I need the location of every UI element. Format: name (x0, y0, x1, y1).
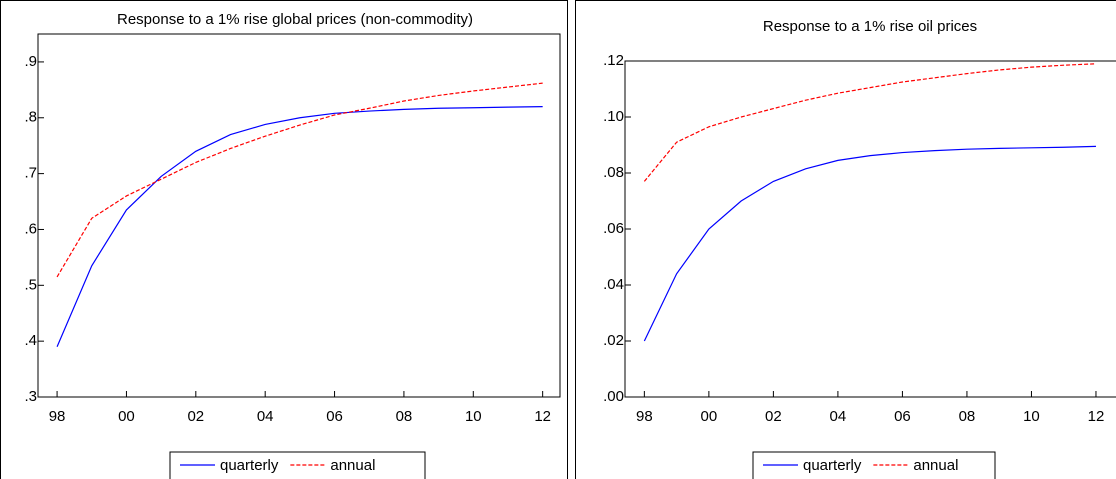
y-tick-label: .8 (24, 109, 37, 126)
y-tick-label: .5 (24, 276, 37, 293)
data-line (56, 106, 543, 347)
y-tick-label: .02 (603, 332, 624, 349)
x-tick-label: 00 (118, 408, 135, 425)
data-line (56, 82, 543, 278)
plot-area (37, 33, 561, 398)
y-tick-label: .06 (603, 220, 624, 237)
y-tick-label: .10 (603, 108, 624, 125)
legend-label: annual (913, 457, 958, 474)
y-tick-label: .12 (603, 52, 624, 69)
x-tick-label: 10 (465, 408, 482, 425)
x-tick-label: 04 (830, 408, 847, 425)
x-tick-label: 12 (1088, 408, 1105, 425)
chart-title: Response to a 1% rise global prices (non… (117, 11, 473, 28)
x-tick-label: 06 (326, 408, 343, 425)
x-tick-label: 12 (534, 408, 551, 425)
x-tick-label: 02 (765, 408, 782, 425)
data-line (643, 63, 1096, 182)
chart-frame (0, 0, 568, 479)
y-tick-label: .00 (603, 388, 624, 405)
y-tick-label: .3 (24, 388, 37, 405)
chart-title: Response to a 1% rise oil prices (763, 18, 977, 35)
x-tick-label: 00 (701, 408, 718, 425)
x-tick-label: 98 (49, 408, 66, 425)
x-tick-label: 10 (1023, 408, 1040, 425)
y-tick-label: .9 (24, 53, 37, 70)
y-tick-label: .08 (603, 164, 624, 181)
x-tick-label: 08 (959, 408, 976, 425)
y-tick-label: .04 (603, 276, 624, 293)
x-tick-label: 06 (894, 408, 911, 425)
chart-frame (575, 0, 1116, 479)
x-tick-label: 02 (187, 408, 204, 425)
y-tick-label: .7 (24, 165, 37, 182)
y-tick-label: .4 (24, 332, 37, 349)
legend-label: annual (330, 457, 375, 474)
x-tick-label: 98 (636, 408, 653, 425)
plot-area (624, 60, 1116, 398)
legend-label: quarterly (803, 457, 862, 474)
y-tick-label: .6 (24, 220, 37, 237)
x-tick-label: 08 (396, 408, 413, 425)
x-tick-label: 04 (257, 408, 274, 425)
data-line (643, 145, 1096, 342)
legend-label: quarterly (220, 457, 279, 474)
